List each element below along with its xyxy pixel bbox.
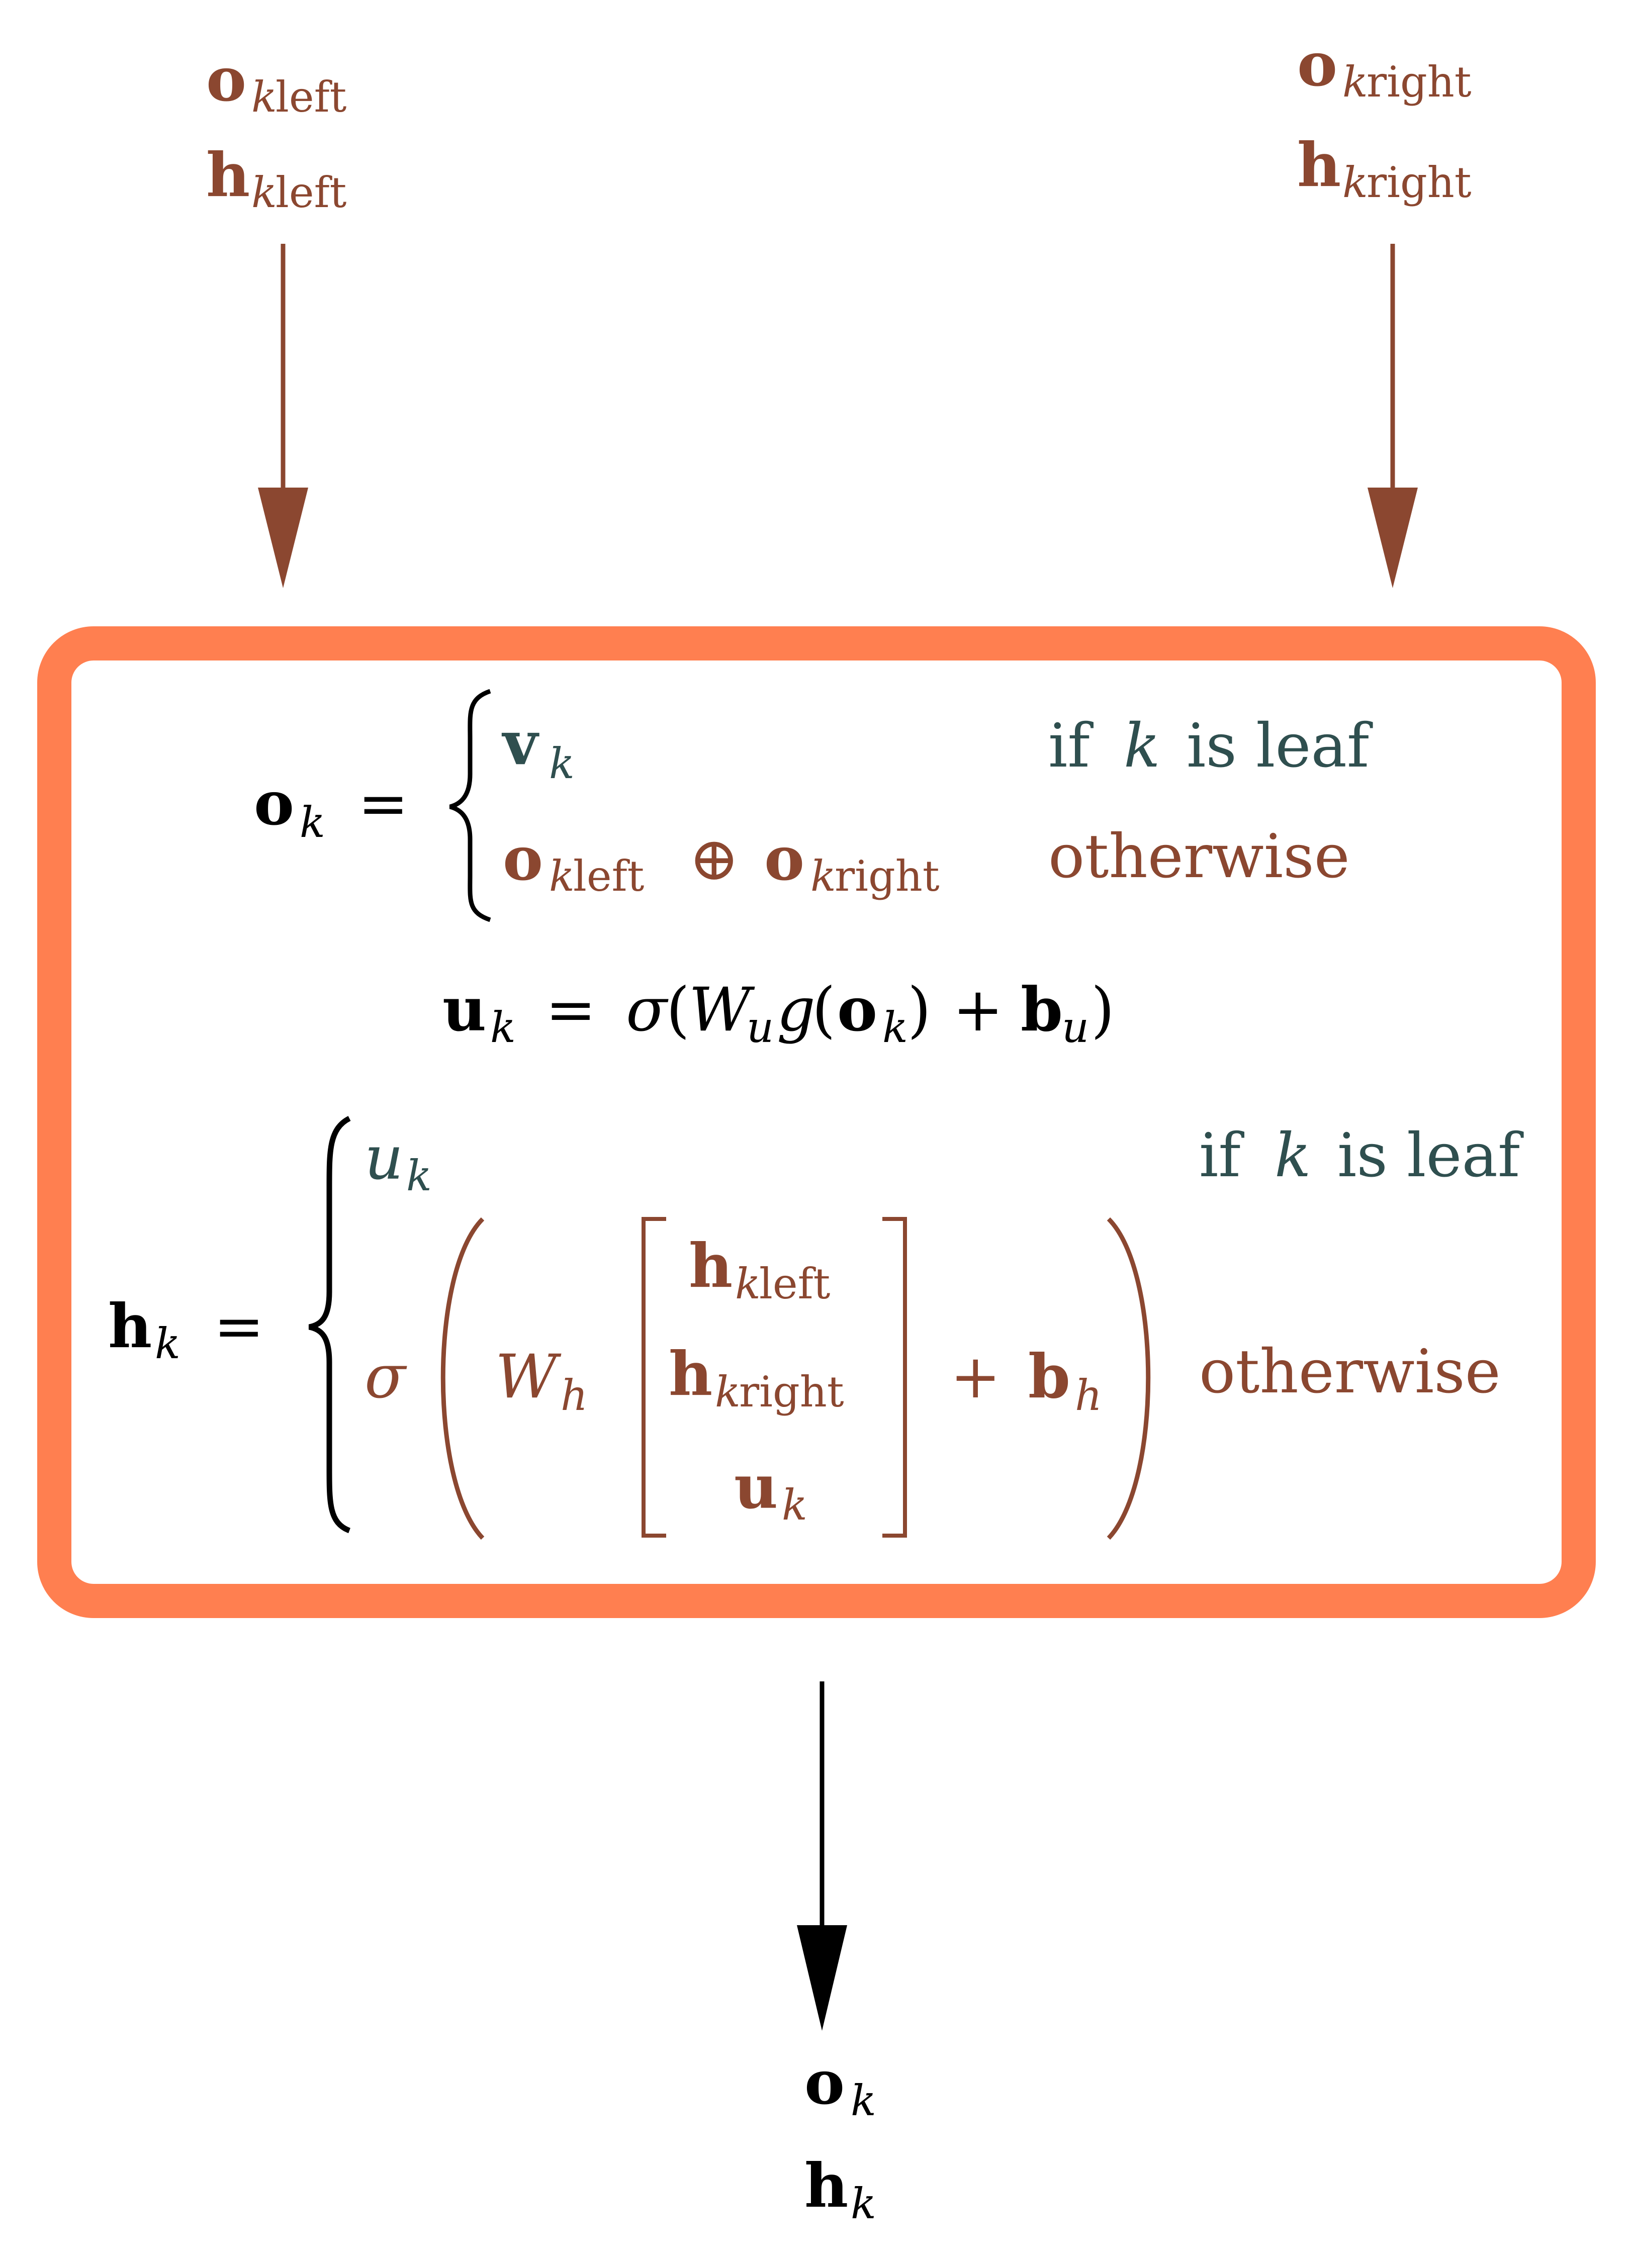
- h-def-right-bracket: [882, 1217, 907, 1538]
- u-def-g-open-paren: (: [812, 975, 836, 1045]
- u-def-close-paren: ): [1091, 975, 1115, 1045]
- right-input-labels: o k right h k right: [1297, 29, 1472, 207]
- output-labels: o k h k: [804, 2047, 876, 2228]
- h-def-sigma: σ: [365, 1342, 407, 1412]
- h-def-W: W: [495, 1342, 562, 1412]
- o-def-case1-cond-var: k: [1124, 711, 1160, 781]
- h-def-equals: =: [214, 1292, 264, 1362]
- h-def-vec-u-sub: k: [782, 1480, 807, 1530]
- h-def-vec-h-left-symbol: h: [689, 1231, 733, 1301]
- h-def-vec-h-right-symbol: h: [669, 1339, 712, 1409]
- h-definition-equation: h k = u k if k is leaf σ W h h k left h …: [108, 1116, 1524, 1540]
- left-o-symbol: o: [206, 44, 246, 115]
- u-def-b-symbol: b: [1021, 974, 1063, 1045]
- left-h-symbol: h: [206, 140, 250, 211]
- u-def-W-sub: u: [747, 1003, 774, 1052]
- o-def-case2-b-sub-var: k: [810, 852, 836, 901]
- o-def-case2-b-sub-text: right: [835, 852, 940, 901]
- o-def-case2-a-sub-var: k: [549, 852, 575, 901]
- u-def-o-sub: k: [882, 1003, 908, 1052]
- h-def-case1-cond-post: is leaf: [1337, 1121, 1524, 1191]
- right-o-subscript-var: k: [1342, 57, 1368, 107]
- o-def-case1-sub: k: [549, 739, 575, 788]
- h-def-case1-symbol: u: [365, 1123, 403, 1193]
- o-def-case2-cond: otherwise: [1048, 822, 1350, 892]
- u-def-equals: =: [545, 975, 596, 1045]
- right-h-subscript-text: right: [1367, 158, 1472, 207]
- o-def-case2-a-symbol: o: [503, 823, 543, 894]
- h-def-lhs-symbol: h: [108, 1291, 152, 1362]
- h-def-W-sub: h: [561, 1371, 588, 1420]
- h-def-big-close-paren: [1107, 1217, 1151, 1540]
- left-o-subscript-text: left: [276, 72, 347, 122]
- output-arrow: [797, 1681, 847, 2031]
- o-def-left-brace: [449, 689, 491, 922]
- right-h-subscript-var: k: [1342, 158, 1368, 207]
- h-def-vec-h-left-sub-var: k: [735, 1259, 761, 1308]
- h-def-vec-u-symbol: u: [734, 1452, 778, 1523]
- h-def-big-open-paren: [440, 1217, 485, 1540]
- right-h-symbol: h: [1297, 130, 1341, 201]
- output-o-symbol: o: [804, 2047, 845, 2118]
- h-def-b-symbol: b: [1028, 1341, 1070, 1412]
- o-def-lhs-sub: k: [300, 798, 325, 847]
- h-def-lhs-sub: k: [155, 1319, 180, 1368]
- h-def-case1-cond-var: k: [1275, 1121, 1311, 1191]
- u-def-o-symbol: o: [837, 974, 877, 1045]
- o-def-case1-cond-pre: if: [1048, 711, 1094, 781]
- h-def-case2-cond: otherwise: [1199, 1337, 1501, 1407]
- h-def-vec-h-right-sub-var: k: [715, 1367, 741, 1416]
- left-input-labels: o k left h k left: [206, 44, 347, 217]
- h-def-case1-cond-pre: if: [1199, 1121, 1244, 1191]
- u-def-lhs-symbol: u: [442, 974, 486, 1045]
- o-def-lhs-symbol: o: [254, 768, 294, 839]
- o-def-case2-operator: ⊕: [689, 824, 740, 894]
- output-o-subscript: k: [851, 2076, 876, 2125]
- right-input-arrow: [1368, 244, 1418, 588]
- o-def-case1-cond-post: is leaf: [1187, 711, 1373, 781]
- left-h-subscript-var: k: [251, 168, 277, 217]
- o-def-case2-a-sub-text: left: [573, 852, 645, 901]
- h-def-plus: +: [950, 1342, 1001, 1412]
- u-def-sigma: σ: [626, 975, 669, 1045]
- o-def-case1-symbol: v: [501, 708, 539, 779]
- output-h-symbol: h: [804, 2150, 848, 2221]
- left-h-subscript-text: left: [276, 168, 347, 217]
- u-def-g: g: [777, 975, 815, 1045]
- h-def-vec-h-left-sub-text: left: [759, 1259, 831, 1308]
- u-def-W: W: [689, 975, 755, 1045]
- u-def-plus: +: [953, 975, 1004, 1045]
- o-definition-equation: o k = v k if k is leaf o k left ⊕ o k ri…: [254, 689, 1373, 922]
- h-def-left-bracket: [642, 1217, 666, 1538]
- output-h-subscript: k: [851, 2179, 876, 2228]
- h-def-left-brace: [308, 1116, 351, 1534]
- u-definition-equation: u k = σ ( W u g ( o k ) + b u ): [442, 974, 1115, 1052]
- left-input-arrow: [258, 244, 308, 588]
- node-box: [37, 626, 1596, 1618]
- o-def-case2-b-symbol: o: [764, 823, 804, 894]
- right-o-subscript-text: right: [1367, 57, 1472, 107]
- u-def-open-paren: (: [666, 975, 690, 1045]
- o-def-equals: =: [358, 769, 409, 839]
- h-def-b-sub: h: [1075, 1371, 1102, 1420]
- u-def-b-sub: u: [1062, 1003, 1089, 1052]
- u-def-g-close-paren: ): [907, 975, 931, 1045]
- right-o-symbol: o: [1297, 29, 1337, 100]
- left-o-subscript-var: k: [251, 72, 277, 122]
- u-def-lhs-sub: k: [490, 1003, 516, 1052]
- h-def-vec-h-right-sub-text: right: [739, 1367, 844, 1416]
- h-def-case1-sub: k: [406, 1151, 432, 1200]
